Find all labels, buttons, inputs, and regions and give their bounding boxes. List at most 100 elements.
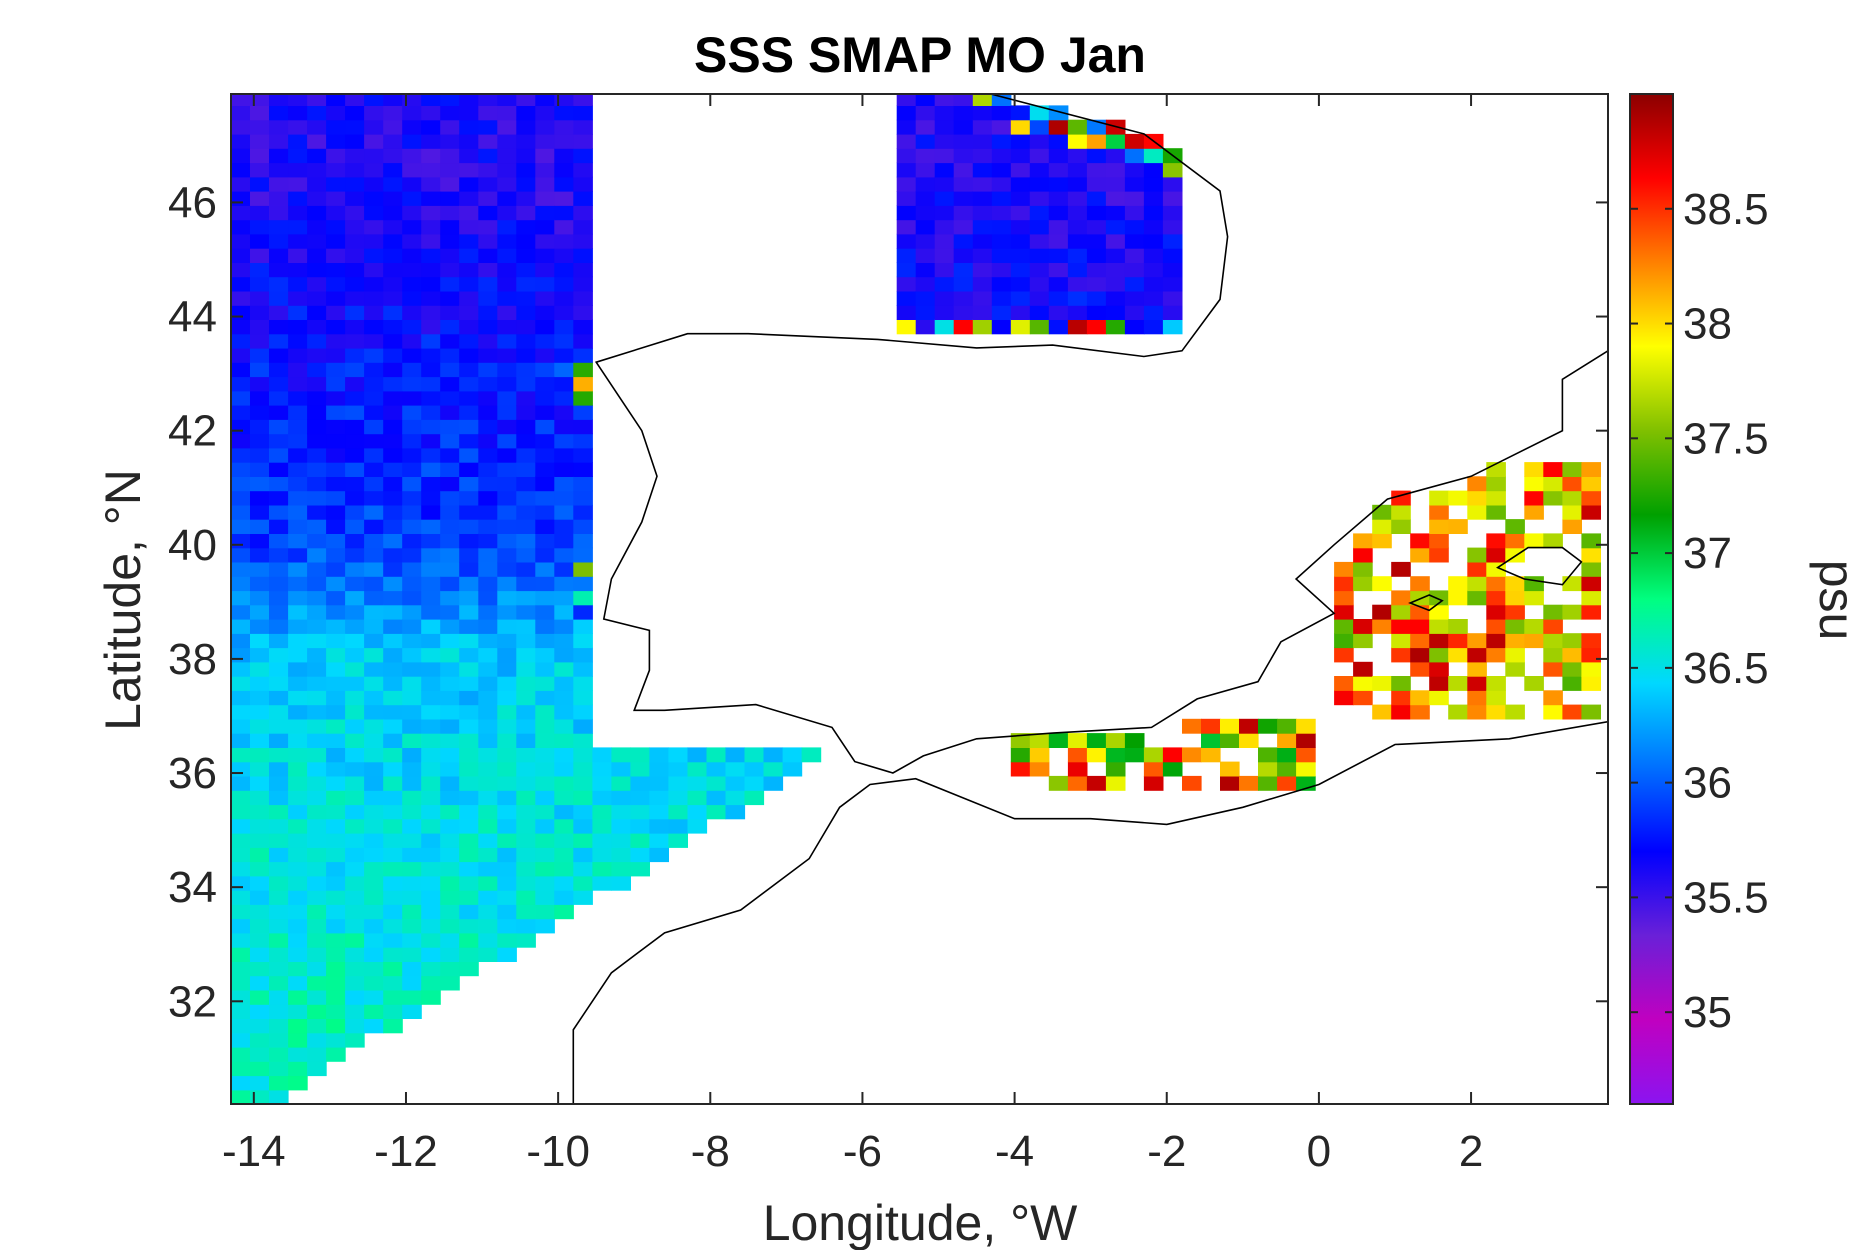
salinity-cell [896, 133, 917, 149]
salinity-cell [364, 405, 384, 420]
salinity-cell [554, 904, 574, 920]
salinity-cell [402, 148, 422, 164]
salinity-cell [269, 932, 289, 948]
salinity-cell [345, 690, 365, 706]
salinity-cell [573, 890, 593, 905]
salinity-cell [896, 319, 917, 335]
salinity-cell [478, 932, 498, 948]
salinity-cell [725, 775, 746, 791]
salinity-cell [991, 219, 1012, 235]
salinity-cell [440, 205, 460, 221]
salinity-cell [1067, 191, 1088, 206]
salinity-cell [250, 804, 270, 820]
salinity-cell [440, 504, 460, 520]
y-tick-label: 38 [168, 635, 217, 684]
salinity-cell [459, 233, 479, 249]
salinity-cell [421, 276, 441, 292]
salinity-cell [307, 547, 327, 563]
salinity-cell [345, 918, 365, 934]
salinity-cell [269, 733, 289, 748]
salinity-cell [896, 219, 917, 235]
salinity-cell [288, 447, 308, 463]
salinity-cell [440, 604, 460, 620]
salinity-cell [1467, 547, 1487, 563]
salinity-cell [421, 262, 441, 278]
salinity-cell [478, 376, 498, 392]
salinity-cell [326, 818, 346, 834]
salinity-cell [402, 262, 422, 278]
salinity-cell [307, 576, 327, 592]
salinity-cell [421, 890, 441, 905]
salinity-cell [402, 1004, 422, 1019]
salinity-cell [440, 861, 460, 877]
salinity-cell [440, 633, 460, 649]
salinity-cell [231, 704, 251, 720]
salinity-cell [383, 947, 403, 962]
y-tick-label: 40 [168, 521, 217, 570]
salinity-cell [231, 276, 251, 292]
salinity-cell [288, 804, 308, 820]
salinity-cell [516, 105, 536, 121]
salinity-cell [1124, 276, 1145, 292]
salinity-cell [801, 747, 822, 763]
salinity-cell [478, 861, 498, 877]
salinity-cell [440, 833, 460, 848]
salinity-cell [326, 533, 346, 549]
salinity-cell [307, 775, 327, 791]
salinity-cell [478, 319, 498, 335]
salinity-cell [326, 1004, 346, 1019]
salinity-cell [1334, 576, 1354, 592]
salinity-cell [478, 133, 498, 149]
salinity-cell [573, 276, 593, 292]
salinity-cell [497, 561, 517, 577]
salinity-cell [1505, 633, 1525, 649]
salinity-cell [231, 419, 251, 435]
salinity-cell [497, 162, 517, 178]
salinity-cell [554, 647, 574, 663]
salinity-cell [402, 661, 422, 677]
salinity-cell [1029, 191, 1050, 206]
salinity-cell [231, 533, 251, 549]
salinity-cell [535, 433, 555, 449]
salinity-cell [1067, 262, 1088, 278]
salinity-cell [269, 148, 289, 164]
salinity-cell [554, 490, 574, 506]
salinity-cell [1277, 747, 1297, 763]
salinity-cell [478, 633, 498, 649]
salinity-cell [1029, 162, 1050, 178]
salinity-cell [497, 576, 517, 592]
salinity-cell [478, 462, 498, 477]
salinity-cell [573, 547, 593, 563]
salinity-cell [934, 176, 955, 192]
salinity-cell [1086, 319, 1107, 335]
salinity-cell [1143, 219, 1164, 235]
salinity-cell [478, 305, 498, 320]
salinity-cell [307, 248, 327, 263]
salinity-cell [288, 961, 308, 977]
y-tick-label: 34 [168, 863, 217, 912]
salinity-cell [1048, 733, 1069, 748]
salinity-cell [953, 276, 974, 292]
colorbar-tick-label: 38.5 [1683, 185, 1769, 234]
salinity-cell [953, 105, 974, 121]
salinity-cell [421, 333, 441, 349]
salinity-cell [668, 804, 688, 820]
salinity-cell [231, 775, 251, 791]
salinity-cell [554, 433, 574, 449]
salinity-cell [497, 248, 517, 263]
salinity-cell [269, 918, 289, 934]
salinity-cell [269, 647, 289, 663]
salinity-cell [402, 162, 422, 178]
salinity-cell [231, 1089, 251, 1104]
salinity-cell [535, 861, 555, 877]
salinity-cell [896, 119, 917, 135]
salinity-cell [307, 890, 327, 905]
salinity-cell [535, 162, 555, 178]
salinity-cell [326, 519, 346, 534]
salinity-cell [288, 148, 308, 164]
salinity-cell [402, 490, 422, 506]
salinity-cell [459, 704, 479, 720]
salinity-cell [1162, 305, 1183, 320]
salinity-cell [573, 775, 593, 791]
salinity-cell [288, 704, 308, 720]
